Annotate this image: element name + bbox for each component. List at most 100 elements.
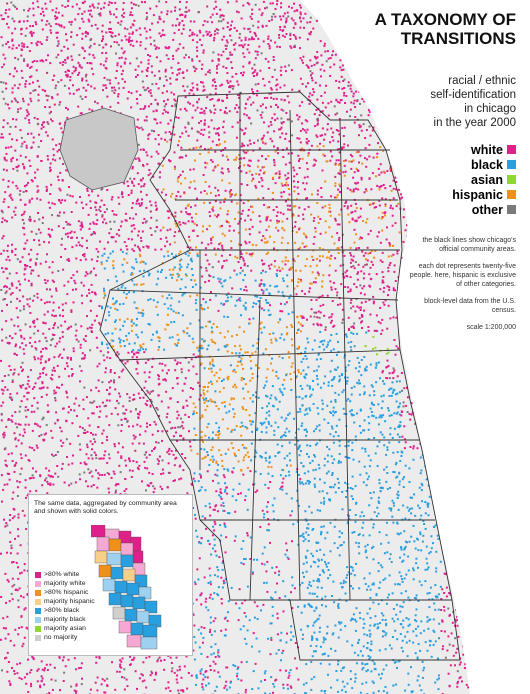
census-dot bbox=[366, 634, 369, 637]
census-dot bbox=[0, 412, 3, 415]
census-dot bbox=[334, 649, 337, 652]
census-dot bbox=[381, 197, 384, 200]
census-dot bbox=[42, 60, 45, 63]
census-dot bbox=[206, 676, 209, 679]
census-dot bbox=[414, 422, 417, 425]
census-dot bbox=[142, 177, 144, 180]
census-dot bbox=[123, 490, 126, 492]
census-dot bbox=[213, 630, 216, 633]
census-dot bbox=[214, 194, 217, 197]
census-dot bbox=[356, 412, 358, 415]
census-dot bbox=[219, 84, 222, 87]
census-dot bbox=[21, 342, 24, 345]
census-dot bbox=[40, 660, 43, 663]
census-dot bbox=[286, 118, 289, 121]
census-dot bbox=[360, 301, 363, 304]
census-dot bbox=[329, 521, 332, 524]
census-dot bbox=[217, 53, 220, 56]
census-dot bbox=[409, 496, 412, 499]
census-dot bbox=[16, 589, 19, 592]
census-dot bbox=[7, 15, 10, 18]
census-dot bbox=[240, 212, 243, 215]
census-dot bbox=[289, 294, 292, 297]
census-dot bbox=[101, 214, 104, 217]
census-dot bbox=[330, 412, 333, 414]
census-dot bbox=[309, 16, 312, 19]
census-dot bbox=[23, 569, 26, 572]
census-dot bbox=[140, 126, 143, 129]
census-dot bbox=[355, 233, 357, 236]
census-dot bbox=[384, 203, 387, 206]
census-dot bbox=[202, 89, 205, 92]
census-dot bbox=[10, 397, 13, 400]
census-dot bbox=[348, 327, 350, 330]
census-dot bbox=[204, 455, 207, 458]
census-dot bbox=[11, 249, 14, 252]
census-dot bbox=[281, 184, 284, 187]
census-dot bbox=[29, 66, 32, 69]
census-dot bbox=[388, 286, 391, 289]
census-dot bbox=[84, 35, 87, 38]
census-dot bbox=[0, 252, 3, 255]
census-dot bbox=[427, 566, 430, 569]
census-dot bbox=[307, 65, 309, 68]
census-dot bbox=[383, 630, 386, 633]
census-dot bbox=[200, 436, 203, 439]
census-dot bbox=[229, 276, 232, 279]
census-dot bbox=[111, 36, 114, 38]
census-dot bbox=[41, 88, 44, 91]
census-dot bbox=[51, 97, 54, 100]
census-dot bbox=[19, 572, 21, 575]
census-dot bbox=[392, 187, 395, 190]
census-dot bbox=[155, 671, 157, 674]
census-dot bbox=[199, 38, 201, 41]
census-dot bbox=[361, 662, 364, 665]
census-dot bbox=[23, 140, 26, 143]
census-dot bbox=[117, 442, 120, 445]
census-dot bbox=[333, 376, 336, 378]
census-dot bbox=[119, 341, 121, 344]
census-dot bbox=[434, 640, 437, 643]
census-dot bbox=[357, 263, 360, 266]
census-dot bbox=[328, 448, 331, 451]
census-dot bbox=[354, 629, 357, 632]
census-dot bbox=[311, 459, 314, 462]
census-dot bbox=[290, 324, 293, 327]
census-dot bbox=[11, 138, 14, 141]
census-dot bbox=[337, 188, 340, 191]
census-dot bbox=[193, 222, 196, 225]
census-dot bbox=[155, 82, 158, 85]
census-dot bbox=[261, 259, 263, 262]
census-dot bbox=[149, 674, 152, 677]
census-dot bbox=[283, 25, 286, 28]
census-dot bbox=[51, 337, 54, 340]
census-dot bbox=[306, 444, 309, 447]
census-dot bbox=[89, 200, 92, 203]
census-dot bbox=[372, 404, 375, 406]
census-dot bbox=[270, 676, 273, 679]
census-dot bbox=[206, 5, 209, 8]
census-dot bbox=[157, 348, 160, 351]
census-dot bbox=[358, 237, 361, 240]
census-dot bbox=[118, 670, 121, 673]
census-dot bbox=[349, 346, 352, 349]
census-dot bbox=[90, 270, 93, 273]
census-dot bbox=[285, 132, 288, 135]
census-dot bbox=[58, 656, 61, 659]
census-dot bbox=[251, 88, 253, 91]
census-dot bbox=[428, 592, 431, 594]
census-dot bbox=[347, 571, 350, 574]
census-dot bbox=[232, 664, 235, 667]
census-dot bbox=[287, 413, 290, 416]
census-dot bbox=[279, 337, 282, 340]
census-dot bbox=[260, 609, 262, 612]
census-dot bbox=[155, 407, 158, 409]
census-dot bbox=[64, 61, 67, 64]
census-dot bbox=[264, 237, 267, 240]
census-dot bbox=[200, 304, 203, 307]
census-dot bbox=[12, 373, 15, 376]
census-dot bbox=[180, 477, 183, 480]
census-dot bbox=[48, 266, 51, 269]
census-dot bbox=[117, 451, 120, 454]
census-dot bbox=[149, 398, 152, 401]
